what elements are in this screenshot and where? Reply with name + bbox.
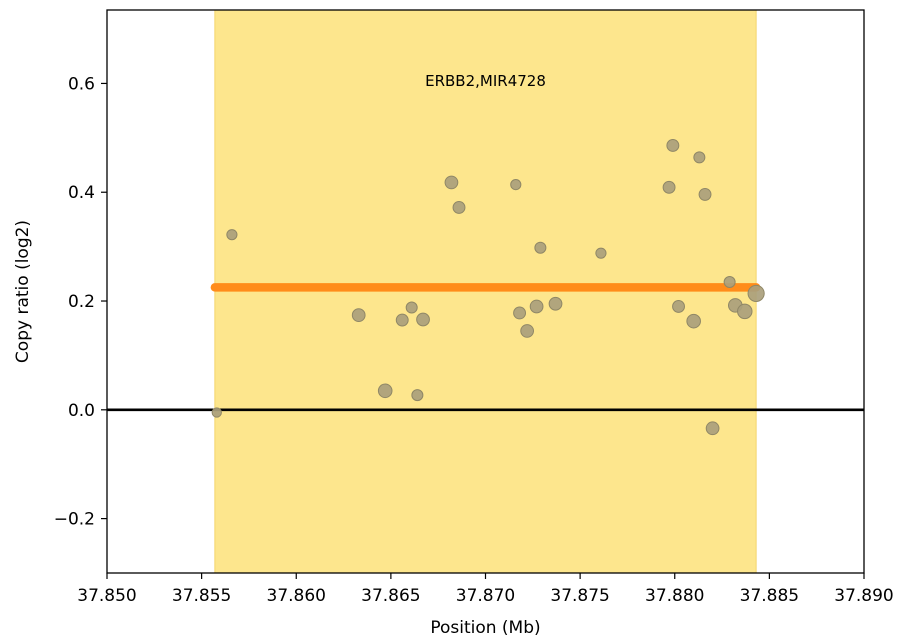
data-point	[510, 179, 522, 191]
data-point	[211, 407, 222, 418]
y-axis: −0.2 0.0 0.2 0.4 0.6	[54, 74, 107, 530]
x-tick-label: 37.890	[834, 586, 893, 606]
data-point	[452, 201, 466, 214]
data-point	[686, 313, 701, 329]
data-point	[698, 187, 712, 201]
x-tick-label: 37.870	[456, 586, 515, 606]
data-point	[595, 247, 607, 259]
data-point	[444, 175, 459, 190]
x-axis: 37.850 37.855 37.860 37.865 37.870 37.875 37.8…	[77, 573, 894, 606]
data-point	[747, 284, 765, 302]
x-tick-label: 37.875	[550, 586, 609, 606]
data-point	[513, 306, 527, 320]
data-point	[737, 303, 753, 320]
data-point	[529, 299, 544, 314]
data-point	[672, 300, 685, 313]
data-point	[411, 389, 424, 402]
data-point	[723, 275, 736, 288]
y-tick-label: 0.4	[68, 183, 95, 203]
x-tick-label: 37.850	[77, 586, 136, 606]
data-point	[548, 296, 563, 311]
plot-area: ERBB2,MIR4728	[107, 10, 864, 573]
x-tick-label: 37.860	[267, 586, 326, 606]
data-point	[405, 301, 418, 314]
data-point	[534, 241, 547, 254]
x-tick-label: 37.880	[645, 586, 704, 606]
y-tick-label: 0.0	[68, 401, 95, 421]
x-tick-label: 37.865	[361, 586, 420, 606]
data-point	[705, 421, 720, 436]
y-tick-label: −0.2	[54, 510, 95, 530]
y-tick-label: 0.2	[68, 292, 95, 312]
data-point	[520, 324, 535, 338]
data-point	[395, 313, 409, 327]
x-tick-label: 37.885	[740, 586, 799, 606]
data-point	[666, 139, 680, 152]
data-point	[351, 308, 366, 323]
y-tick-label: 0.6	[68, 74, 95, 94]
gene-label: ERBB2,MIR4728	[425, 72, 546, 90]
data-point	[662, 180, 676, 194]
data-point	[377, 383, 393, 399]
data-point	[416, 312, 430, 327]
x-axis-title: Position (Mb)	[430, 618, 540, 638]
x-tick-label: 37.855	[172, 586, 231, 606]
data-point	[226, 229, 238, 241]
y-axis-title: Copy ratio (log2)	[13, 220, 33, 363]
data-point	[693, 151, 706, 164]
